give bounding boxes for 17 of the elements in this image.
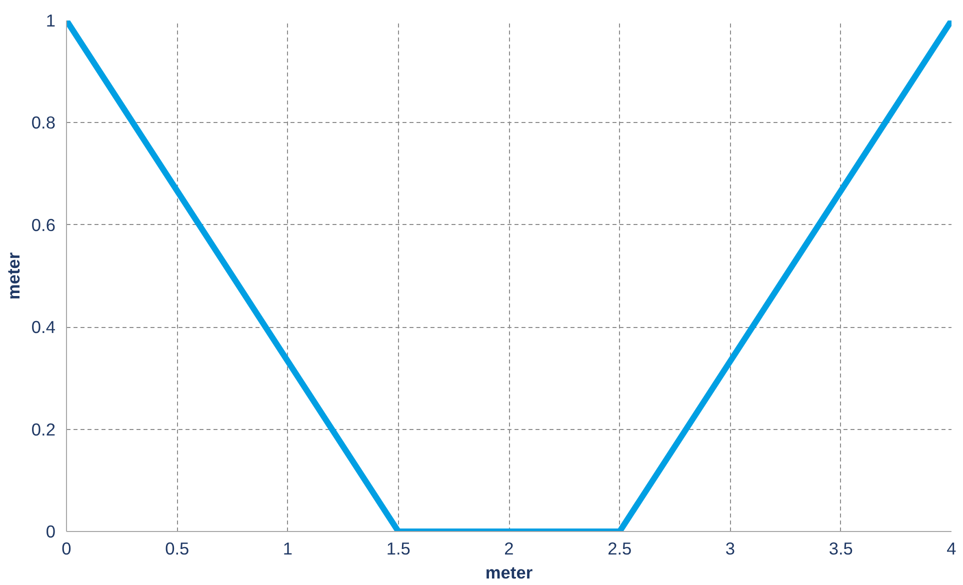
y-axis-title: meter <box>3 252 24 300</box>
y-tick-label: 0.6 <box>31 214 56 235</box>
x-tick-label: 4 <box>946 538 957 558</box>
x-tick-label: 3.5 <box>828 538 853 558</box>
x-tick-label: 1.5 <box>386 538 410 558</box>
x-tick-label: 0 <box>62 538 72 558</box>
y-tick-label: 0.4 <box>31 317 56 338</box>
y-tick-label: 1 <box>46 10 56 30</box>
y-tick-label: 0.2 <box>31 419 56 440</box>
x-tick-label: 2 <box>504 538 514 558</box>
x-tick-label: 1 <box>282 538 293 558</box>
y-tick-label: 0 <box>46 522 56 542</box>
y-tick-label: 0.8 <box>31 112 56 133</box>
x-axis-title: meter <box>485 562 533 582</box>
x-tick-label: 0.5 <box>165 538 190 558</box>
x-tick-label: 2.5 <box>608 538 632 558</box>
x-tick-label: 3 <box>725 538 736 558</box>
